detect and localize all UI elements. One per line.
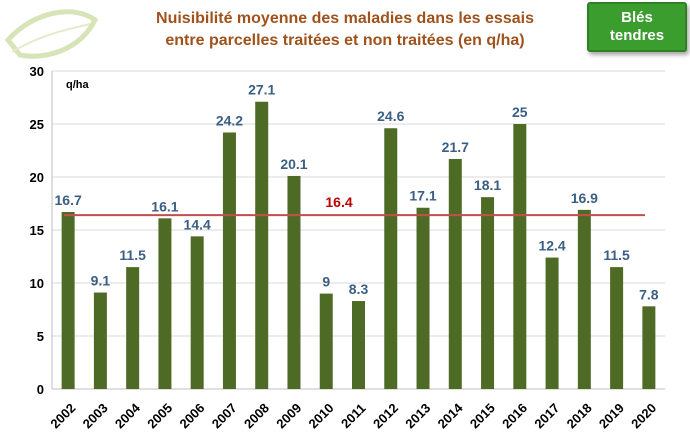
y-tick-label: 20 (30, 170, 44, 185)
bar (352, 301, 365, 389)
bar-value-label: 12.4 (538, 238, 565, 254)
bar-value-label: 8.3 (349, 281, 369, 297)
bar (158, 218, 172, 389)
x-tick-label: 2004 (112, 400, 144, 432)
badge-line-2: tendres (609, 27, 665, 44)
bar-value-label: 24.2 (216, 112, 243, 128)
x-tick-label: 2009 (273, 400, 304, 431)
x-tick-label: 2013 (402, 400, 433, 431)
y-tick-label: 10 (30, 276, 44, 291)
bar (642, 306, 656, 389)
bar (513, 124, 527, 389)
logo-leaf-icon (4, 9, 99, 59)
bar-value-label: 18.1 (474, 177, 501, 193)
bar-value-label: 16.9 (571, 190, 598, 206)
bar (287, 175, 301, 389)
x-tick-label: 2010 (306, 400, 337, 431)
bar-value-label: 20.1 (280, 156, 307, 172)
bar-value-label: 27.1 (248, 82, 275, 98)
mean-line-label: 16.4 (325, 194, 352, 210)
x-tick-label: 2011 (338, 401, 369, 432)
y-tick-label: 5 (37, 329, 44, 344)
bar-value-label: 9.1 (91, 273, 111, 289)
bar-value-label: 21.7 (442, 139, 469, 155)
y-tick-label: 15 (30, 223, 44, 238)
x-tick-label: 2017 (531, 400, 562, 431)
bar-value-label: 9 (322, 274, 330, 290)
y-axis-unit-label: q/ha (66, 79, 89, 91)
bar-value-label: 24.6 (377, 108, 404, 124)
bar-value-label: 17.1 (409, 188, 436, 204)
plot-area: 0 5 10 15 20 25 30 q/ha 16.7 2002 9.1 2003 11.5 2004 1… (30, 64, 665, 431)
y-tick-label: 30 (30, 64, 44, 79)
chart-title-line-2: entre parcelles traitées et non traitées… (165, 32, 524, 49)
bar (222, 132, 236, 390)
bar (61, 211, 75, 389)
bar (577, 209, 591, 389)
category-badge: Blés tendres (587, 2, 687, 52)
bar-value-label: 16.7 (55, 192, 82, 208)
bar (416, 207, 430, 389)
x-tick-label: 2003 (80, 400, 111, 431)
bar-value-label: 7.8 (639, 286, 659, 302)
bar (255, 101, 269, 390)
x-tick-label: 2014 (435, 400, 467, 432)
x-tick-label: 2016 (499, 400, 530, 431)
bar (93, 292, 107, 389)
bar (545, 257, 559, 389)
bar (448, 158, 462, 389)
chart-title-line-1: Nuisibilité moyenne des maladies dans le… (156, 10, 534, 27)
x-tick-label: 2008 (241, 400, 272, 431)
bar-value-label: 11.5 (603, 247, 630, 263)
bar (610, 267, 624, 389)
x-tick-label: 2015 (467, 400, 498, 431)
x-tick-label: 2006 (176, 400, 207, 431)
bar-value-label: 16.1 (151, 198, 178, 214)
bar-value-label: 11.5 (119, 247, 146, 263)
bar (481, 197, 495, 389)
bar (190, 236, 204, 389)
x-tick-label: 2020 (628, 400, 659, 431)
x-tick-label: 2012 (370, 400, 401, 431)
x-tick-label: 2002 (47, 400, 78, 431)
bar (384, 128, 398, 390)
x-tick-label: 2018 (564, 400, 595, 431)
bar-value-label: 25 (512, 104, 528, 120)
bar-value-label: 14.4 (184, 216, 211, 232)
bar (319, 293, 333, 389)
bar (126, 267, 140, 389)
x-tick-label: 2005 (144, 400, 175, 431)
y-tick-label: 25 (30, 117, 44, 132)
x-tick-label: 2019 (596, 400, 627, 431)
y-tick-label: 0 (37, 382, 44, 397)
badge-line-1: Blés (621, 9, 653, 26)
x-tick-label: 2007 (209, 400, 240, 431)
